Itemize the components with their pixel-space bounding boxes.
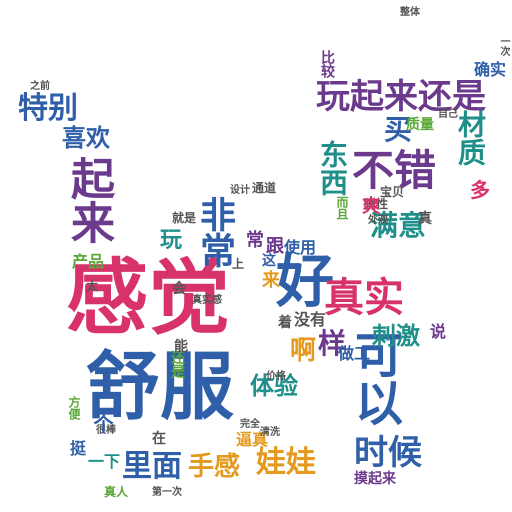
word-tongdao: 通道 (252, 181, 277, 195)
word-zhen: 真 (418, 211, 432, 227)
word-xihuan: 喜欢 (62, 124, 110, 152)
word-wawa: 娃娃 (256, 445, 316, 480)
word-zhenshi: 真实 (324, 275, 404, 321)
word-waiguan: 外观 (368, 215, 388, 226)
word-zhengti: 整体 (400, 7, 420, 18)
word-wanqilai: 玩起来还是 (316, 77, 486, 117)
word-baobei: 宝贝 (380, 185, 405, 199)
word-hui: 会 (172, 281, 186, 297)
word-zhenren: 真人 (104, 485, 129, 499)
word-zhiqian: 之前 (30, 81, 50, 92)
word-shufu: 舒服 (86, 344, 234, 430)
word-yang: 样 (318, 327, 347, 360)
word-ting: 挺 (67, 440, 86, 456)
word-a: 啊 (290, 336, 317, 366)
word-wan: 玩 (160, 228, 183, 253)
word-tanxing: 弹性 (364, 197, 389, 211)
word-zhe: 这 (262, 253, 276, 269)
word-tebie: 特别 (18, 91, 78, 126)
word-haishi: 还是 (169, 350, 185, 378)
word-shang: 上 (232, 257, 245, 271)
word-bizhen: 逼真 (236, 430, 269, 449)
word-yici: 一次 (498, 36, 509, 56)
word-sheji: 设计 (230, 185, 250, 196)
word-yixia: 一下 (88, 452, 121, 471)
word-shihou: 时候 (354, 433, 422, 473)
word-manyi: 满意 (370, 209, 427, 242)
word-erqie: 而且 (335, 196, 349, 220)
word-tiyan: 体验 (250, 372, 298, 400)
word-feichang: 非常 (194, 196, 235, 268)
word-shiyong: 使用 (284, 238, 317, 257)
word-caizhi: 材质 (454, 110, 487, 166)
word-keyi: 可以 (346, 330, 402, 426)
word-duo: 多 (470, 178, 490, 202)
word-ganjue: 感觉 (66, 251, 231, 346)
word-chanpin: 产品 (72, 252, 105, 271)
word-queshi: 确实 (474, 60, 507, 79)
word-zuogong: 做工 (338, 344, 371, 363)
word-qilai: 起来 (63, 156, 114, 244)
word-meiyou: 没有 (294, 310, 327, 329)
word-qingxi: 清洗 (260, 427, 280, 438)
word-shougan: 手感 (188, 452, 241, 482)
word-neng: 能 (174, 339, 188, 355)
word-lai: 来 (262, 270, 280, 291)
word-tai: 太 (86, 279, 99, 293)
word-jiage: 价格 (266, 371, 286, 382)
word-diyici: 第一次 (152, 487, 182, 498)
word-mai: 买 (384, 113, 413, 146)
word-bijiao: 比较 (319, 50, 335, 78)
word-ciji: 刺激 (372, 322, 420, 350)
word-chang: 常 (246, 230, 264, 251)
word-zhe2: 着 (278, 315, 292, 331)
word-dongxi: 东西 (316, 140, 349, 196)
word-gen: 跟 (266, 236, 284, 257)
word-wanquan: 完全 (240, 419, 260, 430)
word-zhiliang: 质量 (406, 117, 434, 133)
word-zhenshigan: 真实感 (192, 295, 222, 306)
word-bucuo: 不错 (352, 146, 437, 195)
word-ziji: 自己 (438, 109, 458, 120)
word-ge: 个 (90, 414, 114, 434)
word-moqilai: 摸起来 (354, 471, 396, 487)
word-henbang: 很棒 (96, 425, 116, 436)
word-shuo: 说 (430, 322, 447, 341)
word-shuang: 爽 (362, 196, 380, 217)
word-fangbian: 方便 (67, 396, 81, 420)
word-jiushi: 就是 (172, 211, 197, 225)
word-zai: 在 (152, 431, 166, 447)
word-limian: 里面 (122, 449, 182, 484)
word-hao: 好 (276, 247, 335, 315)
